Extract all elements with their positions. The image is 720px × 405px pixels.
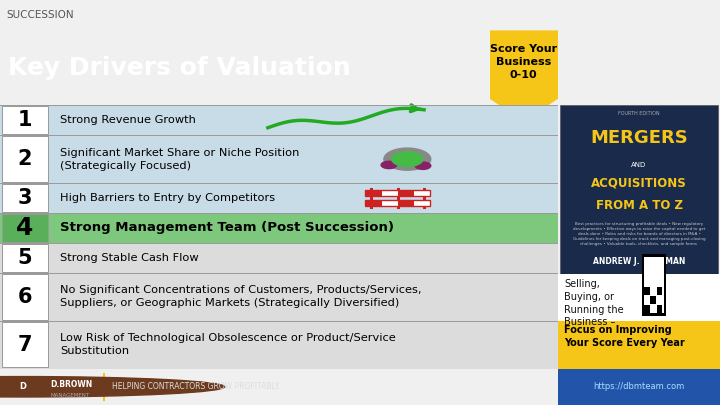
Text: MERGERS: MERGERS [590,129,688,147]
FancyBboxPatch shape [0,183,558,213]
Text: Key Drivers of Valuation: Key Drivers of Valuation [9,56,351,80]
FancyBboxPatch shape [2,107,48,134]
FancyBboxPatch shape [413,190,430,196]
Text: Selling,
Buying, or
Running the
Business –: Selling, Buying, or Running the Business… [564,279,624,328]
Circle shape [0,377,225,397]
FancyBboxPatch shape [382,190,397,196]
FancyBboxPatch shape [642,254,666,316]
FancyBboxPatch shape [2,184,48,212]
FancyBboxPatch shape [558,321,720,369]
Text: No Significant Concentrations of Customers, Products/Services,
Suppliers, or Geo: No Significant Concentrations of Custome… [60,286,422,308]
Text: D.BROWN: D.BROWN [50,380,93,390]
FancyBboxPatch shape [0,273,558,321]
FancyBboxPatch shape [657,287,662,295]
FancyBboxPatch shape [2,136,48,182]
FancyBboxPatch shape [366,200,382,206]
FancyBboxPatch shape [2,244,48,272]
Text: AND: AND [631,162,647,168]
Text: Low Risk of Technological Obsolescence or Product/Service
Substitution: Low Risk of Technological Obsolescence o… [60,333,396,356]
FancyBboxPatch shape [2,214,48,242]
Text: MANAGEMENT: MANAGEMENT [50,393,89,399]
FancyBboxPatch shape [0,105,558,135]
Text: 7: 7 [18,335,32,355]
FancyBboxPatch shape [644,287,649,295]
Text: 2: 2 [18,149,32,169]
Text: Strong Stable Cash Flow: Strong Stable Cash Flow [60,253,199,263]
FancyBboxPatch shape [0,213,558,243]
Text: ANDREW J. SHERMAN: ANDREW J. SHERMAN [593,257,685,266]
Circle shape [415,162,431,169]
FancyBboxPatch shape [644,256,664,313]
Text: Strong Revenue Growth: Strong Revenue Growth [60,115,196,125]
FancyBboxPatch shape [0,243,558,273]
FancyBboxPatch shape [0,135,558,183]
Polygon shape [490,30,558,121]
Text: 4: 4 [17,216,34,240]
FancyBboxPatch shape [0,321,558,369]
Text: FOURTH EDITION: FOURTH EDITION [618,111,660,115]
Text: FROM A TO Z: FROM A TO Z [595,199,683,212]
Text: D: D [19,382,27,390]
FancyBboxPatch shape [382,200,397,206]
Circle shape [381,161,397,168]
Text: Focus on Improving
Your Score Every Year: Focus on Improving Your Score Every Year [564,325,685,347]
FancyBboxPatch shape [413,200,430,206]
FancyBboxPatch shape [2,274,48,320]
FancyBboxPatch shape [644,305,649,313]
Text: Score Your
Business
0-10: Score Your Business 0-10 [490,44,557,81]
Circle shape [392,152,423,166]
Text: 1: 1 [18,110,32,130]
Text: HELPING CONTRACTORS GROW PROFITABLY.: HELPING CONTRACTORS GROW PROFITABLY. [112,382,280,391]
FancyBboxPatch shape [366,190,382,196]
Text: 5: 5 [18,248,32,268]
FancyBboxPatch shape [397,190,413,196]
Text: SUCCESSION: SUCCESSION [6,10,74,20]
FancyBboxPatch shape [558,369,720,405]
Text: Strong Management Team (Post Succession): Strong Management Team (Post Succession) [60,222,395,234]
Text: Significant Market Share or Niche Position
(Strategically Focused): Significant Market Share or Niche Positi… [60,148,300,171]
Text: 3: 3 [18,188,32,208]
FancyBboxPatch shape [559,105,719,274]
Text: High Barriers to Entry by Competitors: High Barriers to Entry by Competitors [60,193,275,203]
FancyBboxPatch shape [2,322,48,367]
Text: ACQUISITIONS: ACQUISITIONS [591,177,687,190]
FancyBboxPatch shape [397,200,413,206]
FancyBboxPatch shape [558,274,720,321]
Text: 6: 6 [18,287,32,307]
FancyBboxPatch shape [650,296,656,304]
Text: Best practices for structuring profitable deals • New regulatory
developments • : Best practices for structuring profitabl… [572,222,706,246]
Circle shape [384,148,431,170]
Text: https://dbmteam.com: https://dbmteam.com [594,382,685,391]
FancyBboxPatch shape [657,305,662,313]
